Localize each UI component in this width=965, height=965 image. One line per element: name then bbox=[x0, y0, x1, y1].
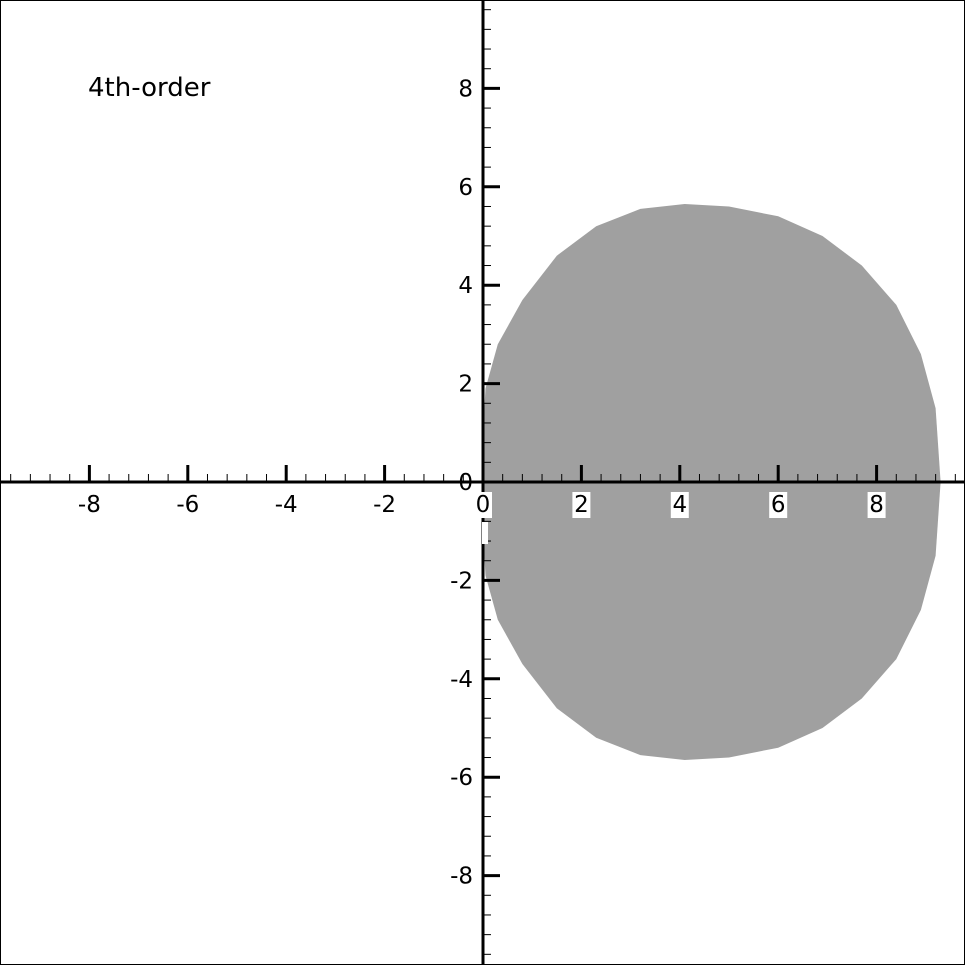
x-tick-label-bg bbox=[769, 492, 788, 518]
x-tick-label: -8 bbox=[78, 492, 101, 518]
y-tick-label: 6 bbox=[458, 175, 473, 201]
x-tick-label: 8 bbox=[869, 492, 884, 518]
y-tick-label: -2 bbox=[450, 568, 473, 594]
y-tick-label: -4 bbox=[450, 667, 473, 693]
y-tick-label: 0 bbox=[458, 470, 473, 496]
x-tick-label-bg bbox=[867, 492, 886, 518]
chart-annotation: 4th-order bbox=[88, 73, 211, 103]
axis-label-gap bbox=[482, 522, 488, 544]
y-tick-label: 2 bbox=[458, 372, 473, 398]
x-tick-label: -6 bbox=[176, 492, 199, 518]
x-tick-label-bg bbox=[572, 492, 591, 518]
y-tick-label: 4 bbox=[458, 273, 473, 299]
y-tick-label: -6 bbox=[450, 765, 473, 791]
x-tick-label: 6 bbox=[771, 492, 786, 518]
x-tick-label: 0 bbox=[476, 492, 491, 518]
y-tick-label: -8 bbox=[450, 864, 473, 890]
x-tick-label-bg bbox=[670, 492, 689, 518]
x-tick-label: -4 bbox=[275, 492, 298, 518]
x-tick-label: -2 bbox=[373, 492, 396, 518]
x-tick-label-bg bbox=[474, 492, 492, 518]
x-tick-label: 2 bbox=[574, 492, 589, 518]
x-tick-label: 4 bbox=[672, 492, 687, 518]
y-tick-label: 8 bbox=[458, 76, 473, 102]
